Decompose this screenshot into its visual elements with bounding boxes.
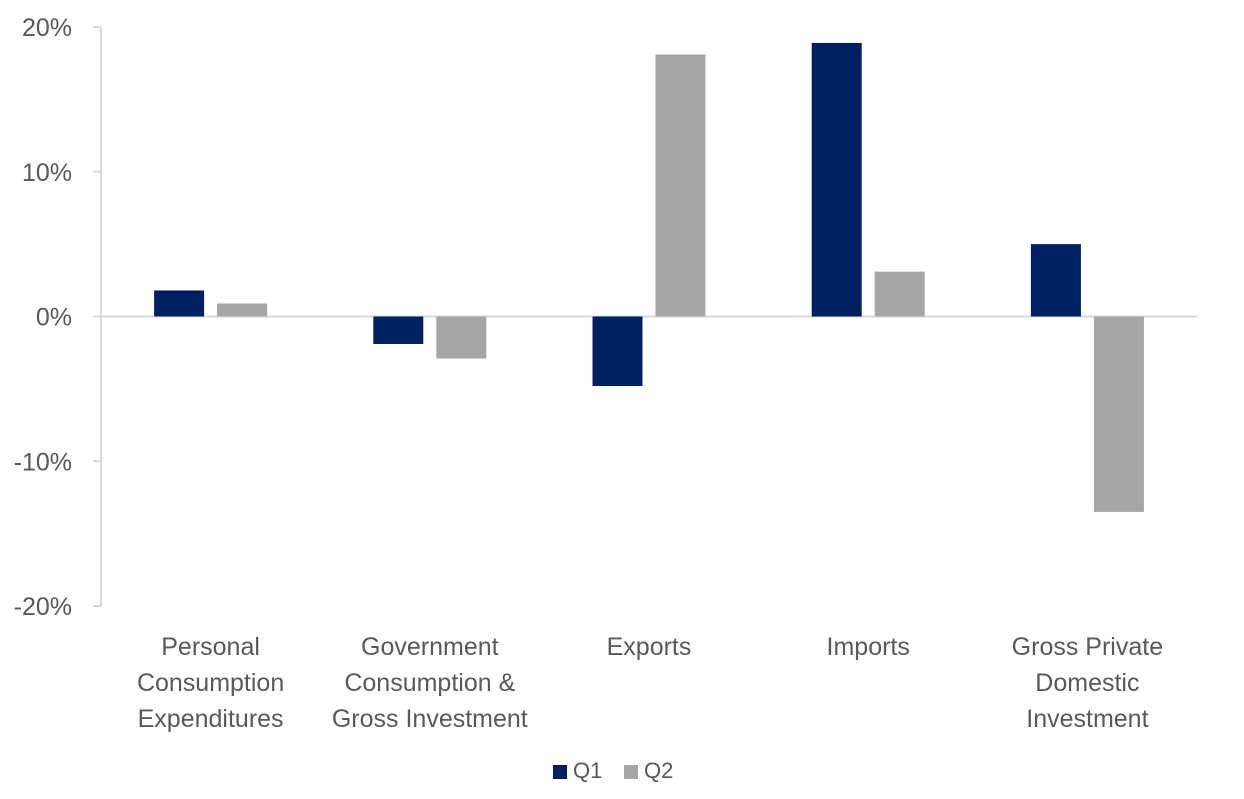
- y-tick-label: -20%: [14, 593, 72, 621]
- x-category-label-line: Gross Investment: [332, 705, 528, 733]
- x-category-label-line: Government: [361, 633, 499, 661]
- x-category-label: Exports: [607, 633, 692, 661]
- bar-q1: [592, 316, 643, 386]
- x-category-label-line: Consumption: [137, 669, 284, 697]
- legend: Q1 Q2: [553, 758, 673, 783]
- x-category-label-line: Gross Private: [1012, 633, 1163, 661]
- x-category-label-line: Consumption &: [344, 669, 515, 697]
- legend-swatch-q2: [624, 765, 638, 779]
- x-category-label-line: Investment: [1026, 705, 1148, 733]
- bar-q1: [1030, 244, 1081, 317]
- x-category-label: Personal Consumption Expenditures: [137, 633, 284, 733]
- bar-q2: [217, 303, 268, 317]
- y-tick-label: 0%: [36, 304, 72, 332]
- legend-swatch-q1: [553, 765, 567, 779]
- x-category-label-line: Expenditures: [138, 705, 284, 733]
- bar-q2: [1093, 316, 1144, 512]
- bar-q2: [655, 54, 706, 317]
- y-tick-label: -10%: [14, 448, 72, 476]
- y-tick-label: 10%: [22, 159, 72, 187]
- x-category-label-line: Domestic: [1035, 669, 1139, 697]
- x-category-label: Imports: [827, 633, 910, 661]
- x-category-label-line: Personal: [161, 633, 260, 661]
- bar-q1: [373, 316, 424, 345]
- x-category-label-line: Imports: [827, 633, 910, 661]
- x-category-label: Government Consumption & Gross Investment: [332, 633, 528, 733]
- y-tick-label: 20%: [22, 14, 72, 42]
- bar-q2: [874, 271, 925, 317]
- axis-layer: [93, 26, 1197, 607]
- bar-q1: [154, 290, 205, 317]
- x-category-label: Gross Private Domestic Investment: [1012, 633, 1163, 733]
- bar-q2: [436, 316, 487, 359]
- labels-layer: 20% 10% 0% -10% -20% Personal Consumption Expen…: [14, 14, 1163, 733]
- x-category-label-line: Exports: [607, 633, 692, 661]
- legend-label-q2: Q2: [644, 758, 673, 783]
- legend-label-q1: Q1: [573, 758, 602, 783]
- bar-q1: [811, 42, 862, 317]
- bars-layer: [154, 42, 1144, 512]
